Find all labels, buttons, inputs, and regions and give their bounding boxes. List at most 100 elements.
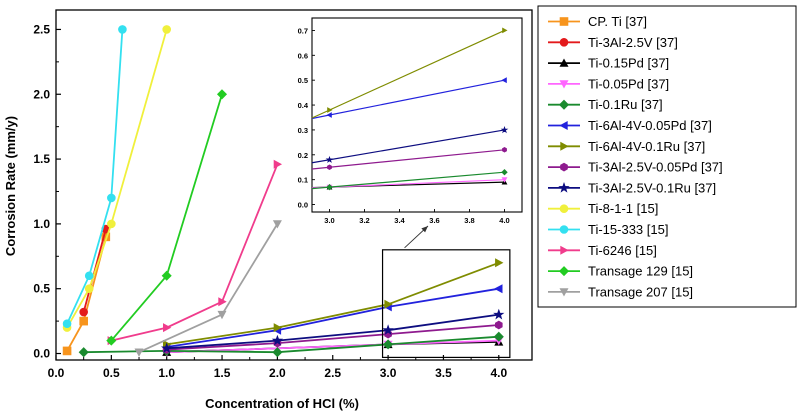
legend-item-transage-207-15: Transage 207 [15] bbox=[548, 284, 693, 299]
data-point bbox=[84, 271, 94, 281]
legend-swatch-marker bbox=[560, 162, 568, 172]
inset-data-point bbox=[325, 155, 334, 163]
legend-label: Ti-6246 [15] bbox=[588, 243, 657, 258]
inset-y-tick-label: 0.7 bbox=[298, 26, 308, 35]
y-tick-label: 1.5 bbox=[33, 152, 50, 166]
legend-swatch-marker bbox=[558, 266, 570, 277]
series-line-ti-6246-15 bbox=[111, 163, 279, 342]
data-point bbox=[495, 258, 504, 268]
data-point bbox=[106, 335, 117, 346]
data-point bbox=[272, 220, 282, 229]
data-point bbox=[107, 193, 116, 203]
series-line-ti-15-333-15 bbox=[66, 29, 124, 325]
inset-data-point bbox=[500, 125, 509, 134]
data-point bbox=[218, 297, 227, 307]
x-axis-label: Concentration of HCl (%) bbox=[205, 396, 359, 411]
series-ti-0-1ru-37 bbox=[78, 331, 504, 358]
series-transage-129-15 bbox=[106, 89, 228, 346]
series-line-ti-3al-2-5v-0-05pd-37 bbox=[166, 324, 499, 351]
x-tick-label: 0.5 bbox=[103, 366, 120, 380]
series-ti-8-1-1-15 bbox=[62, 25, 171, 332]
legend-label: Ti-3Al-2.5V-0.1Ru [37] bbox=[588, 180, 716, 195]
y-axis-label: Corrosion Rate (mm/y) bbox=[3, 116, 18, 256]
inset-series-line-ti-6al-4v-0-1ru-37 bbox=[311, 29, 505, 119]
inset-data-point bbox=[501, 168, 508, 176]
legend-swatch-marker bbox=[560, 141, 569, 151]
inset-series-ti-3al-2-5v-0-05pd-37 bbox=[311, 147, 507, 170]
legend-label: Ti-6Al-4V-0.05Pd [37] bbox=[588, 118, 712, 133]
data-point bbox=[493, 331, 504, 342]
legend-item-ti-6246-15: Ti-6246 [15] bbox=[548, 243, 657, 258]
x-tick-label: 2.0 bbox=[269, 366, 286, 380]
legend: CP. Ti [37] Ti-3Al-2.5V [37] Ti-0.15Pd [37… bbox=[537, 5, 797, 308]
data-point bbox=[382, 324, 394, 335]
inset-data-point bbox=[327, 164, 332, 170]
data-point bbox=[383, 339, 394, 350]
legend-label: Ti-6Al-4V-0.1Ru [37] bbox=[588, 139, 705, 154]
data-point bbox=[118, 25, 127, 34]
legend-swatch-marker bbox=[559, 17, 569, 26]
inset-y-tick-label: 0.4 bbox=[298, 101, 309, 110]
y-tick-label: 0.5 bbox=[33, 282, 50, 296]
legend-swatch-marker bbox=[559, 225, 569, 234]
data-point bbox=[272, 347, 283, 358]
x-tick-label: 3.5 bbox=[435, 366, 452, 380]
main-plot: 0.0 0.5 1.0 1.5 2.0 2.5 3.0 3.5 4.0 0.0 0.5 1.0 1.5 2… bbox=[33, 9, 533, 380]
inset-series-line-ti-3al-2-5v-0-05pd-37 bbox=[311, 149, 505, 170]
series-ti-15-333-15 bbox=[62, 25, 127, 329]
y-tick-label: 2.5 bbox=[33, 22, 50, 36]
inset-y-tick-label: 0.0 bbox=[298, 201, 308, 210]
data-point bbox=[493, 308, 505, 320]
inset-x-tick-label: 3.2 bbox=[359, 216, 369, 225]
inset-y-tick-label: 0.2 bbox=[298, 151, 308, 160]
inset-series-ti-6al-4v-0-05pd-37 bbox=[311, 77, 507, 120]
inset-data-point bbox=[502, 27, 508, 34]
legend-item-ti-3al-2-5v-0-1ru-37: Ti-3Al-2.5V-0.1Ru [37] bbox=[548, 180, 716, 195]
legend-swatch-marker bbox=[559, 37, 569, 47]
series-ti-3al-2-5v-0-1ru-37 bbox=[161, 308, 505, 354]
x-tick-label: 3.0 bbox=[380, 366, 397, 380]
inset-y-tick-label: 0.5 bbox=[298, 76, 308, 85]
x-tick-label: 1.0 bbox=[158, 366, 175, 380]
data-point bbox=[494, 284, 503, 294]
inset-series-ti-0-1ru-37 bbox=[311, 168, 508, 191]
y-tick-label: 1.0 bbox=[33, 217, 50, 231]
series-line-ti-8-1-1-15 bbox=[66, 29, 168, 329]
legend-label: Ti-3Al-2.5V-0.05Pd [37] bbox=[588, 160, 723, 175]
y-tick-label: 0.0 bbox=[33, 347, 50, 361]
inset-data-point bbox=[327, 107, 333, 113]
legend-swatch-marker bbox=[559, 288, 569, 297]
data-point bbox=[78, 347, 89, 358]
legend-label: Ti-15-333 [15] bbox=[588, 222, 668, 237]
zoom-arrow-head bbox=[421, 226, 428, 233]
data-point bbox=[134, 348, 144, 357]
data-point bbox=[107, 219, 116, 229]
series-line-transage-129-15 bbox=[110, 94, 223, 342]
legend-item-ti-6al-4v-0-1ru-37: Ti-6Al-4V-0.1Ru [37] bbox=[548, 139, 705, 154]
plot-frame bbox=[55, 9, 533, 361]
data-point bbox=[62, 346, 72, 356]
inset-plot: 3.0 3.2 3.4 3.6 3.8 4.0 0.0 0.1 0.2 0.3 0.4 0.5 0.6 0… bbox=[298, 17, 523, 249]
legend-item-ti-15-333-15: Ti-15-333 [15] bbox=[548, 222, 668, 237]
inset-data-point bbox=[501, 77, 507, 84]
legend-swatch-marker bbox=[559, 80, 569, 89]
x-tick-label: 0.0 bbox=[48, 366, 65, 380]
legend-item-transage-129-15: Transage 129 [15] bbox=[548, 264, 693, 279]
legend-swatch-marker bbox=[559, 120, 568, 131]
legend-label: Ti-0.05Pd [37] bbox=[588, 76, 669, 91]
inset-series-line-ti-0-1ru-37 bbox=[311, 171, 505, 190]
legend-item-ti-0-05pd-37: Ti-0.05Pd [37] bbox=[548, 76, 669, 91]
inset-x-tick-label: 4.0 bbox=[499, 216, 509, 225]
inset-x-tick-label: 3.4 bbox=[394, 216, 405, 225]
legend-swatch-marker bbox=[559, 204, 569, 213]
legend-item-cp-ti-37: CP. Ti [37] bbox=[548, 14, 647, 29]
series-ti-6246-15 bbox=[107, 159, 283, 346]
legend-swatch-marker bbox=[560, 245, 569, 255]
data-point bbox=[163, 323, 172, 333]
x-tick-label: 2.5 bbox=[324, 366, 341, 380]
legend-label: Ti-8-1-1 [15] bbox=[588, 201, 658, 216]
series-line-ti-6al-4v-0-1ru-37 bbox=[166, 261, 500, 346]
data-point bbox=[161, 342, 173, 354]
legend-label: Ti-0.1Ru [37] bbox=[588, 97, 663, 112]
legend-item-ti-3al-2-5v-0-05pd-37: Ti-3Al-2.5V-0.05Pd [37] bbox=[548, 160, 723, 175]
